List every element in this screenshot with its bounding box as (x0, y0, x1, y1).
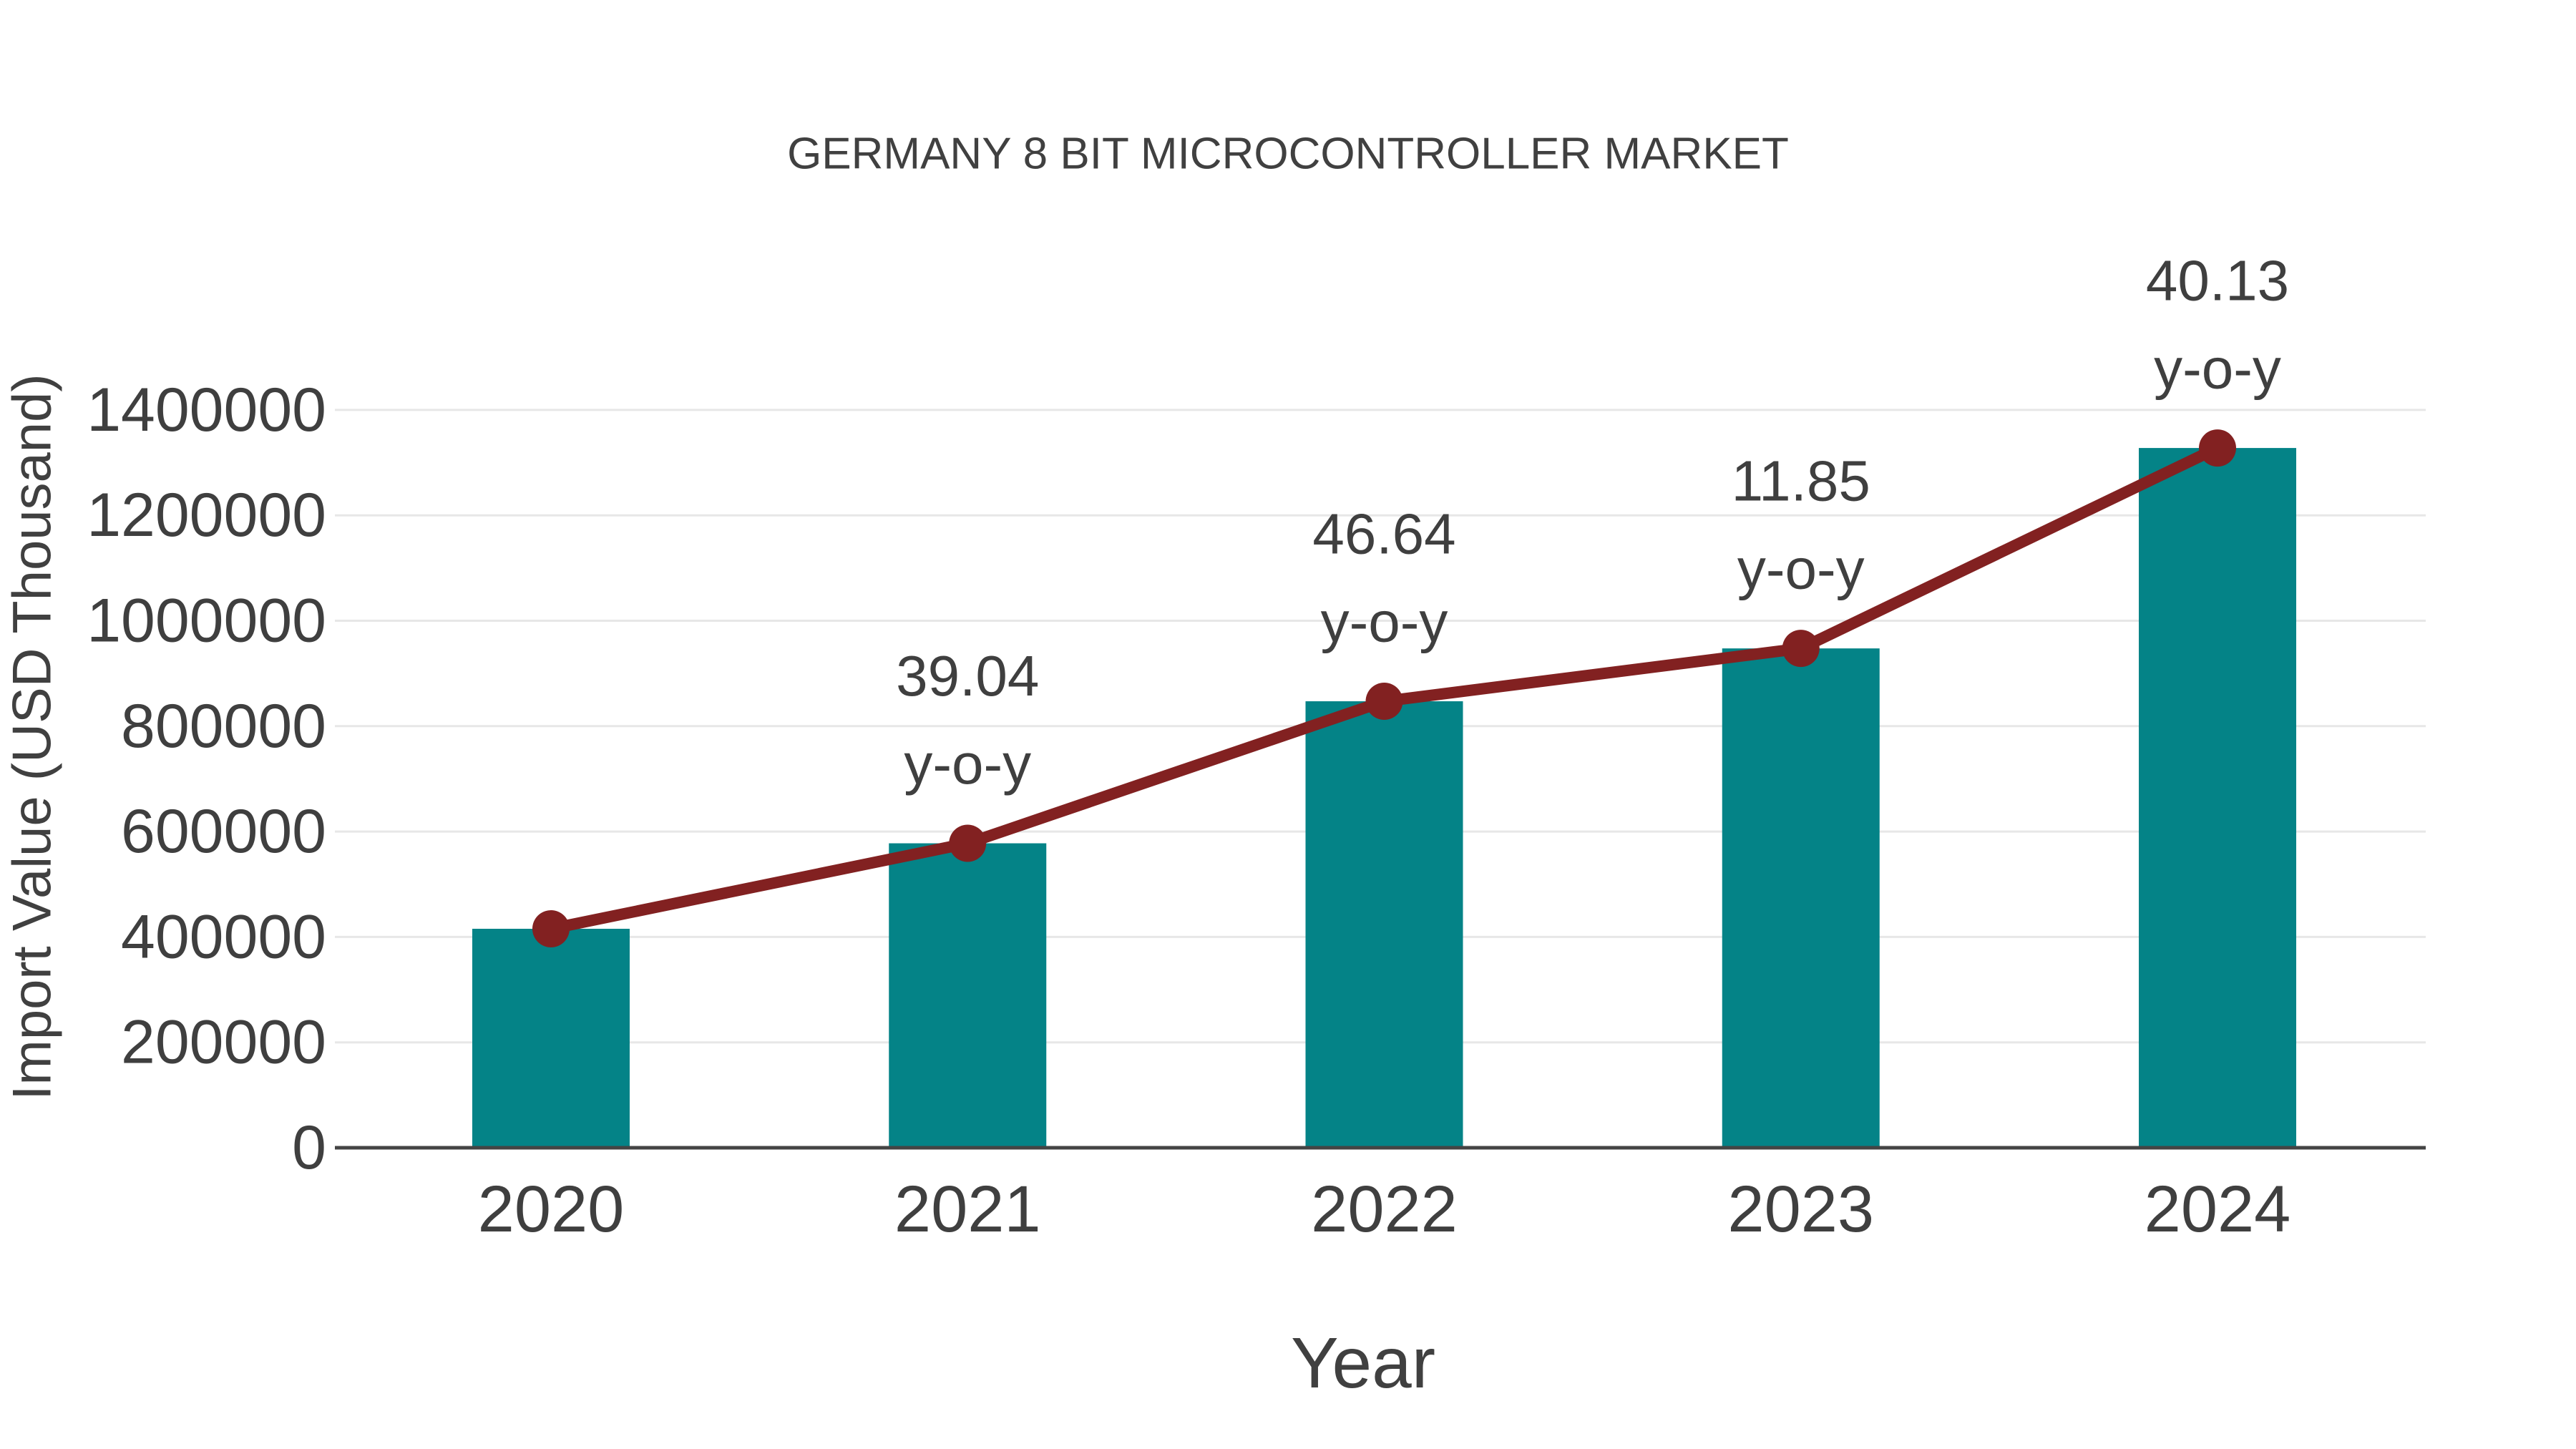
y-axis-title: Import Value (USD Thousand) (2, 374, 63, 1100)
y-tick-label: 1400000 (87, 376, 326, 444)
annotation-value: 40.13 (2146, 249, 2289, 313)
x-tick-label: 2023 (1727, 1173, 1874, 1246)
data-point-marker (949, 824, 987, 862)
data-point-marker (2199, 429, 2236, 467)
annotation-value: 46.64 (1312, 502, 1455, 566)
annotation-suffix: y-o-y (904, 732, 1031, 796)
y-tick-label: 0 (292, 1113, 326, 1182)
x-tick-label: 2024 (2145, 1173, 2291, 1246)
plot-area: 0 200000 400000 600000 800000 1000000 1200000 1… (87, 249, 2426, 1246)
bar (2139, 448, 2296, 1148)
annotation-value: 11.85 (1732, 449, 1870, 513)
y-tick-label: 1000000 (87, 587, 326, 655)
y-tick-label: 800000 (121, 692, 326, 761)
annotation-value: 39.04 (896, 644, 1039, 708)
bar (1722, 648, 1880, 1148)
chart-title: GERMANY 8 BIT MICROCONTROLLER MARKET (787, 130, 1789, 179)
x-tick-label: 2020 (478, 1173, 625, 1246)
x-tick-label: 2022 (1311, 1173, 1458, 1246)
y-tick-label: 400000 (121, 902, 326, 971)
x-axis-title: Year (1291, 1323, 1435, 1403)
data-point-marker (1782, 630, 1820, 668)
annotation-suffix: y-o-y (2154, 337, 2281, 401)
x-tick-label: 2021 (894, 1173, 1041, 1246)
y-tick-label: 1200000 (87, 481, 326, 550)
data-point-marker (532, 909, 570, 947)
y-tick-label: 600000 (121, 797, 326, 866)
bar (472, 928, 630, 1148)
annotation-suffix: y-o-y (1737, 537, 1865, 601)
bar (1305, 701, 1463, 1148)
annotation-suffix: y-o-y (1321, 590, 1448, 654)
bar (889, 843, 1047, 1148)
data-point-marker (1365, 683, 1403, 721)
y-tick-label: 200000 (121, 1008, 326, 1077)
